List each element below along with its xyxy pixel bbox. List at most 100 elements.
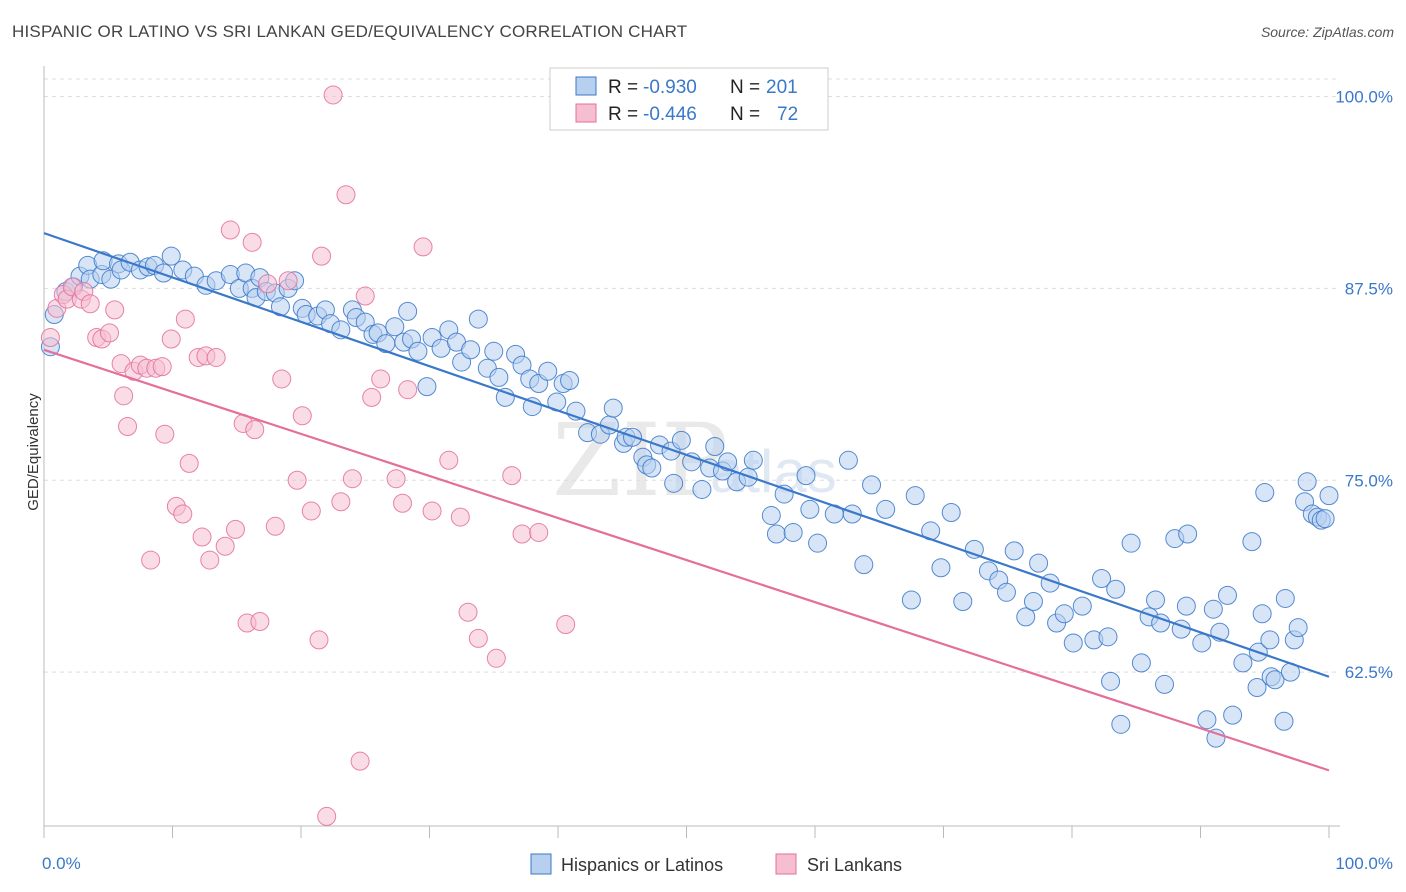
hispanic-point-130 [1101,671,1121,691]
srilankan-point-59 [393,493,413,513]
hispanic-point-149 [1223,705,1243,725]
srilankan-point-49 [317,806,337,826]
hispanic-point-109 [905,486,925,506]
svg-text:R = -0.930 N =: R = -0.930 N = 201 [608,77,798,98]
hispanic-point-143 [1192,633,1212,653]
srilankan-point-63 [439,450,459,470]
srilankan-point-14 [118,417,138,437]
hispanic-point-119 [1016,607,1036,627]
hispanic-point-126 [1072,596,1092,616]
srilankan-point-11 [105,300,125,320]
srilankan-trendline [43,348,1330,772]
hispanic-point-85 [671,430,691,450]
source-label: Source: ZipAtlas.com [1260,24,1394,40]
hispanic-point-160 [1275,588,1295,608]
srilankan-point-58 [386,469,406,489]
trend-lines [43,232,1330,772]
hispanic-point-132 [1111,714,1131,734]
hispanic-point-107 [876,499,896,519]
y-axis-tick-labels: 62.5% 75.0% 87.5% 100.0% [1335,88,1393,683]
hispanic-point-133 [1121,533,1141,553]
hispanic-point-45 [385,317,405,337]
series-hispanics-points [40,246,1339,748]
hispanic-point-95 [761,506,781,526]
srilankan-point-10 [100,323,120,343]
hispanic-point-89 [705,436,725,456]
x-axis-ticks [43,826,1330,838]
srilankan-point-41 [265,516,285,536]
hispanic-point-108 [901,590,921,610]
hispanic-point-138 [1155,674,1175,694]
srilankan-point-57 [371,369,391,389]
hispanic-point-144 [1197,710,1217,730]
srilankan-point-50 [323,85,343,105]
legend-swatch-pink [575,103,597,123]
legend-swatch-blue [575,76,597,96]
hispanic-point-151 [1242,532,1262,552]
srilankan-point-34 [225,519,245,539]
srilankan-point-31 [206,347,226,367]
x-tick-label-100: 100.0% [1335,854,1393,873]
hispanic-point-124 [1054,604,1074,624]
legend-n-value-2: 72 [777,104,798,125]
hispanic-trendline [43,232,1330,678]
srilankan-point-54 [350,751,370,771]
legend-n-label-1: N = [730,77,760,98]
series-legend: Hispanics or Latinos Sri Lankans [530,853,902,875]
legend-r-value-2: -0.446 [643,104,697,125]
hispanic-point-165 [1297,472,1317,492]
hispanic-point-49 [408,341,428,361]
hispanic-point-106 [862,475,882,495]
svg-text:R = -0.446 N =: R = -0.446 N = 72 [608,104,798,125]
srilankan-point-56 [362,387,382,407]
srilankan-point-40 [258,274,278,294]
x-tick-label-0: 0.0% [42,854,81,873]
hispanic-point-81 [642,458,662,478]
hispanic-point-121 [1029,553,1049,573]
hispanic-point-148 [1217,585,1237,605]
hispanic-point-57 [468,309,488,329]
srilankan-point-52 [336,185,356,205]
hispanic-point-128 [1092,568,1112,588]
hispanic-point-87 [692,479,712,499]
hispanic-point-103 [838,450,858,470]
hispanic-point-99 [796,466,816,486]
hispanic-point-94 [743,450,763,470]
srilankan-point-0 [40,327,60,347]
bottom-legend-swatch-pink [775,853,797,875]
legend-n-value-1: 201 [766,77,798,98]
hispanic-point-163 [1288,618,1308,638]
srilankan-point-45 [292,406,312,426]
hispanic-point-96 [766,524,786,544]
chart-title: HISPANIC OR LATINO VS SRI LANKAN GED/EQU… [12,22,688,41]
srilankan-point-51 [331,492,351,512]
srilankan-point-38 [245,420,265,440]
srilankan-point-48 [312,246,332,266]
hispanic-point-65 [522,397,542,417]
hispanic-point-129 [1098,627,1118,647]
srilankan-point-30 [200,550,220,570]
y-tick-label-62.5: 62.5% [1345,663,1393,682]
srilankan-point-24 [173,504,193,524]
y-tick-label-100: 100.0% [1335,88,1393,107]
hispanic-point-56 [461,340,481,360]
hispanic-point-125 [1063,633,1083,653]
hispanic-point-17 [161,246,181,266]
hispanic-point-105 [854,555,874,575]
hispanic-point-67 [538,361,558,381]
legend-r-label-2: R = [608,104,638,125]
y-tick-label-75: 75.0% [1345,471,1393,490]
srilankan-point-28 [192,527,212,547]
srilankan-point-21 [155,424,175,444]
hispanic-point-118 [1004,541,1024,561]
srilankan-point-43 [278,271,298,291]
hispanic-point-159 [1274,711,1294,731]
srilankan-point-33 [220,220,240,240]
srilankan-point-66 [468,628,488,648]
srilankan-point-67 [486,648,506,668]
hispanic-point-75 [603,398,623,418]
bottom-legend-srilankans: Sri Lankans [807,855,902,875]
hispanic-point-155 [1255,483,1275,503]
hispanic-point-117 [996,582,1016,602]
